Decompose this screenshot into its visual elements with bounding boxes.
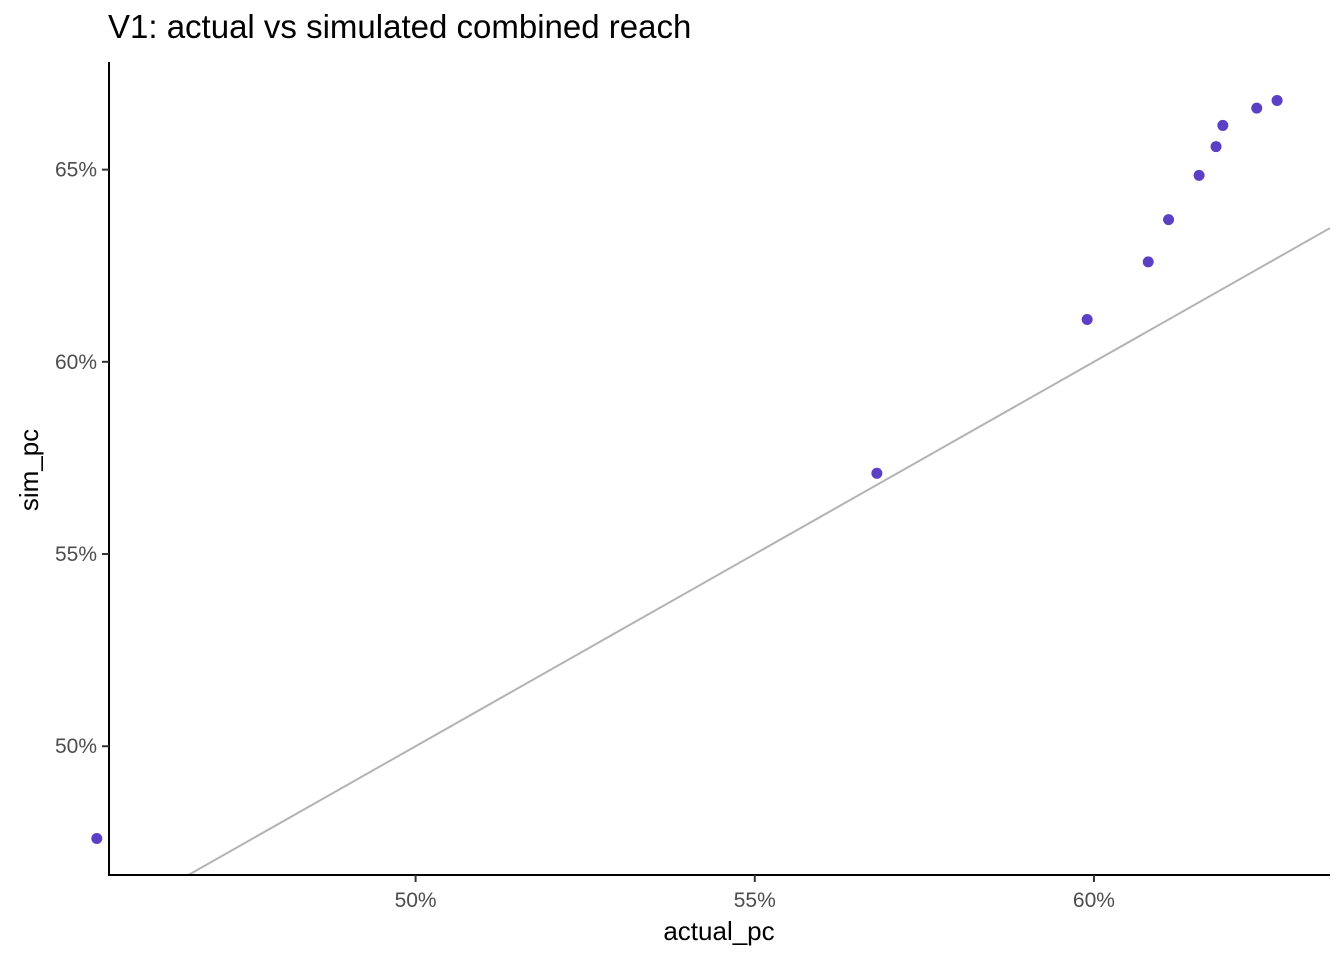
data-point [1210,141,1222,153]
y-tick-label: 55% [55,543,97,566]
points-layer [91,94,1283,844]
y-tick-label: 60% [55,351,97,374]
y-ticks-layer: 50% 55% 60% 65% [55,159,109,758]
y-tick-label: 65% [55,159,97,182]
data-point [1271,94,1283,106]
data-point [1251,102,1263,114]
data-point [871,467,883,479]
x-tick-label: 55% [734,889,776,912]
x-tick-label: 60% [1073,889,1115,912]
data-point [1142,256,1154,268]
y-axis-title: sim_pc [14,429,44,511]
data-point [1163,214,1175,226]
identity-reference-line [187,227,1331,876]
data-point [91,832,103,844]
x-axis-title: actual_pc [663,916,774,946]
reference-line-layer [187,227,1331,876]
data-point [1217,119,1229,131]
x-ticks-layer: 50% 55% 60% [395,875,1115,912]
data-point [1193,169,1205,181]
x-tick-label: 50% [395,889,437,912]
data-point [1081,314,1093,326]
y-tick-label: 50% [55,735,97,758]
chart-title: V1: actual vs simulated combined reach [108,8,691,45]
